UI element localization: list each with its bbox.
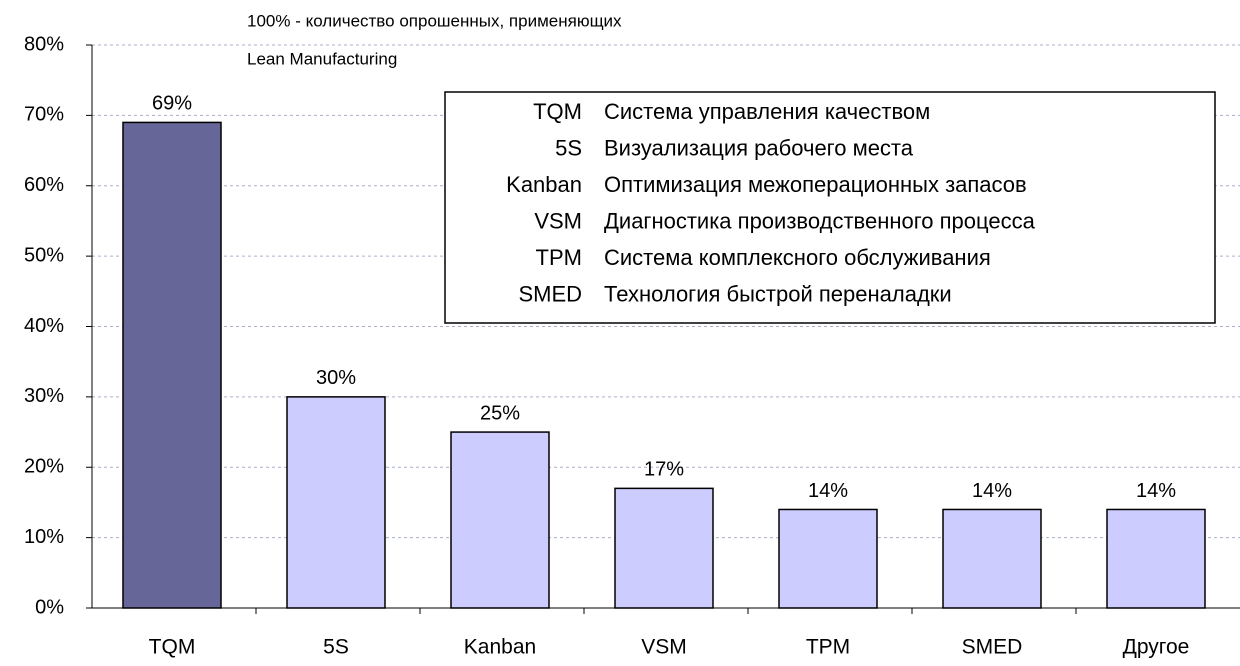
y-tick-label: 70% [24, 104, 64, 126]
x-tick-label: 5S [323, 636, 349, 659]
bar [450, 431, 550, 609]
data-label: 14% [1136, 480, 1176, 502]
legend-desc: Технология быстрой переналадки [604, 281, 952, 306]
y-tick-label: 60% [24, 174, 64, 196]
x-tick-label: Kanban [464, 636, 536, 659]
data-label: 14% [972, 480, 1012, 502]
legend-box [444, 91, 1216, 324]
legend-desc: Визуализация рабочего места [604, 135, 914, 160]
x-tick-label: Другое [1123, 636, 1190, 659]
legend-desc: Система управления качеством [604, 99, 930, 124]
legend-abbr: Kanban [506, 172, 582, 197]
legend-desc: Диагностика производственного процесса [604, 208, 1036, 233]
y-tick-label: 50% [24, 244, 64, 266]
y-tick-label: 10% [24, 526, 64, 548]
annotation: Lean Manufacturing [247, 49, 397, 68]
y-tick-label: 40% [24, 315, 64, 337]
data-label: 69% [152, 93, 192, 115]
legend-abbr: SMED [518, 281, 582, 306]
y-tick-label: 30% [24, 385, 64, 407]
x-tick-label: TQM [149, 636, 196, 659]
x-tick-label: SMED [962, 636, 1023, 659]
legend-desc: Система комплексного обслуживания [604, 245, 991, 270]
legend-abbr: 5S [555, 135, 582, 160]
data-label: 17% [644, 459, 684, 481]
annotation: 100% - количество опрошенных, применяющи… [247, 11, 622, 30]
data-label: 25% [480, 402, 520, 424]
bar [942, 508, 1042, 609]
bar [122, 121, 222, 609]
bar [1106, 508, 1206, 609]
x-tick-label: TPM [806, 636, 850, 659]
legend-abbr: VSM [534, 208, 582, 233]
legend-desc: Оптимизация межоперационных запасов [604, 172, 1027, 197]
legend-abbr: TPM [536, 245, 582, 270]
bar [614, 487, 714, 609]
data-label: 30% [316, 367, 356, 389]
y-tick-label: 80% [24, 33, 64, 55]
x-tick-label: VSM [641, 636, 687, 659]
data-label: 14% [808, 480, 848, 502]
y-tick-label: 20% [24, 456, 64, 478]
legend-abbr: TQM [533, 99, 582, 124]
y-tick-label: 0% [35, 596, 64, 618]
bar [778, 508, 878, 609]
bar [286, 396, 386, 609]
